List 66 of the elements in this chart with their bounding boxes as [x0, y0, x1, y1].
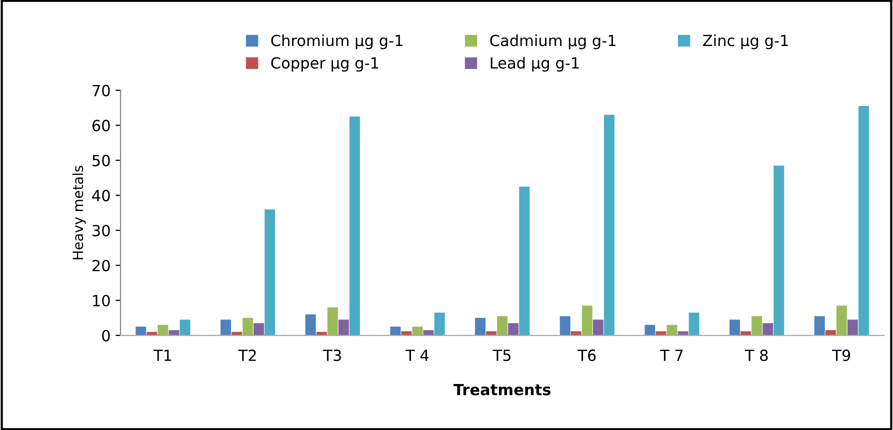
bar	[825, 330, 836, 336]
bar	[762, 323, 774, 336]
bar	[220, 320, 231, 336]
bar	[158, 324, 168, 336]
bar	[434, 312, 445, 336]
bar	[264, 209, 276, 336]
legend-label: Cadmium µg g-1	[490, 34, 616, 50]
bar	[752, 316, 762, 336]
y-tick-label: 50	[92, 154, 110, 166]
bar	[678, 331, 688, 336]
x-tick-label: T 4	[405, 350, 429, 361]
bar	[338, 320, 349, 336]
bar	[475, 318, 486, 336]
x-tick-label: T9	[832, 350, 850, 362]
y-axis-title: Heavy metals	[72, 166, 86, 260]
bar	[412, 326, 423, 336]
x-tick-label: T6	[578, 350, 596, 362]
y-tick-label: 10	[93, 294, 110, 306]
x-tick-label: T2	[238, 350, 256, 361]
bar	[688, 312, 700, 336]
x-tick-label: T 8	[744, 350, 768, 362]
bar	[497, 316, 508, 336]
x-tick-label: T5	[492, 350, 511, 362]
bar	[858, 106, 869, 336]
bar	[560, 316, 570, 336]
bar	[423, 330, 434, 336]
bar	[168, 330, 180, 336]
legend-label: Chromium µg g-1	[271, 34, 402, 50]
bar	[814, 316, 825, 336]
bar	[305, 314, 316, 336]
bar	[349, 116, 360, 336]
bar	[740, 331, 752, 336]
bar	[836, 306, 847, 336]
y-tick-label: 20	[92, 260, 110, 272]
bar	[390, 326, 401, 336]
bar	[242, 318, 254, 336]
bar	[666, 324, 678, 336]
bar	[180, 320, 190, 336]
legend-label: Lead µg g-1	[490, 56, 579, 72]
x-axis-title: Treatments	[453, 384, 550, 396]
bar	[592, 320, 604, 336]
bar	[730, 320, 740, 336]
legend-label: Zinc µg g-1	[703, 34, 788, 50]
legend-label: Copper µg g-1	[271, 57, 378, 72]
bar	[582, 306, 592, 336]
bar	[570, 331, 582, 336]
bar	[327, 307, 338, 336]
bar	[401, 331, 412, 336]
y-tick-label: 0	[102, 330, 110, 342]
y-tick-label: 30	[92, 224, 110, 236]
bar	[486, 331, 497, 336]
bar	[136, 326, 146, 336]
y-tick-label: 40	[92, 190, 110, 202]
x-tick-label: T3	[323, 350, 341, 362]
bar	[644, 324, 656, 336]
x-tick-label: T 7	[660, 350, 683, 361]
bar	[508, 323, 519, 336]
bar	[519, 186, 530, 336]
x-tick-label: T1	[153, 350, 172, 361]
y-tick-label: 60	[92, 120, 110, 132]
bar	[656, 331, 666, 336]
bar	[604, 114, 614, 336]
bar	[774, 166, 784, 336]
y-tick-label: 70	[92, 84, 110, 96]
bar	[847, 320, 858, 336]
bar	[254, 323, 264, 336]
